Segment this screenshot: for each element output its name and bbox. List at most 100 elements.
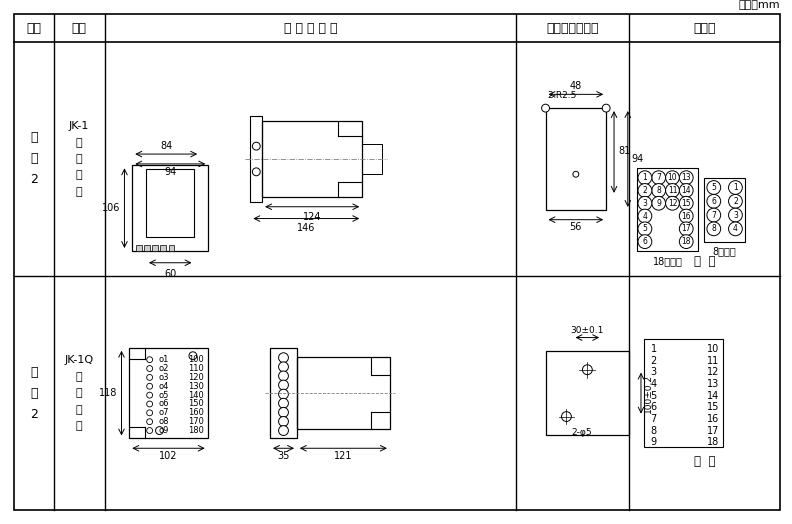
Text: 8: 8 xyxy=(651,425,657,435)
Text: 81: 81 xyxy=(618,146,630,157)
Text: 6: 6 xyxy=(651,402,657,412)
Bar xyxy=(270,348,297,439)
Text: 5: 5 xyxy=(711,183,716,192)
Text: 118: 118 xyxy=(99,388,117,398)
Text: 2: 2 xyxy=(651,356,657,366)
Circle shape xyxy=(189,352,197,359)
Text: 160: 160 xyxy=(188,408,204,417)
Text: 外 形 尺 寸 图: 外 形 尺 寸 图 xyxy=(284,21,337,35)
Text: 60: 60 xyxy=(164,269,177,279)
Text: 5: 5 xyxy=(651,390,657,401)
Text: 结构: 结构 xyxy=(72,21,86,35)
Text: 端子图: 端子图 xyxy=(693,21,716,35)
Text: 170: 170 xyxy=(188,417,204,426)
Text: 13: 13 xyxy=(706,379,719,389)
Text: 8: 8 xyxy=(657,186,661,195)
Circle shape xyxy=(638,183,652,198)
Bar xyxy=(146,169,195,237)
Circle shape xyxy=(542,104,550,112)
Circle shape xyxy=(638,171,652,184)
Text: 110: 110 xyxy=(188,364,204,373)
Bar xyxy=(546,351,629,435)
Circle shape xyxy=(147,419,153,424)
Bar xyxy=(362,144,382,174)
Circle shape xyxy=(562,412,571,421)
Text: 150: 150 xyxy=(188,399,204,409)
Text: 1: 1 xyxy=(642,173,647,182)
Circle shape xyxy=(680,171,693,184)
Text: 15: 15 xyxy=(706,402,719,412)
Bar xyxy=(262,121,362,197)
Text: 17: 17 xyxy=(681,224,691,233)
Text: 3: 3 xyxy=(733,211,738,220)
Text: 8: 8 xyxy=(711,224,716,233)
Text: 附
图
2: 附 图 2 xyxy=(30,132,38,187)
Circle shape xyxy=(680,209,693,223)
Text: 48: 48 xyxy=(569,81,582,91)
Bar xyxy=(129,348,208,439)
Circle shape xyxy=(147,366,153,372)
Text: 5: 5 xyxy=(642,224,647,233)
Bar xyxy=(644,339,722,447)
Text: 7: 7 xyxy=(651,414,657,424)
Text: 12: 12 xyxy=(668,199,677,208)
Text: 11: 11 xyxy=(668,186,677,195)
Text: 背  视: 背 视 xyxy=(694,255,715,268)
Circle shape xyxy=(638,235,652,248)
Bar xyxy=(169,245,174,251)
Text: 9: 9 xyxy=(651,438,657,447)
Text: 6: 6 xyxy=(642,237,647,246)
Circle shape xyxy=(652,196,665,210)
Text: 8点端子: 8点端子 xyxy=(713,247,737,257)
Text: 2-R2.5: 2-R2.5 xyxy=(547,91,577,100)
Circle shape xyxy=(707,222,721,236)
Text: 13: 13 xyxy=(681,173,691,182)
Circle shape xyxy=(707,181,721,194)
Text: 140: 140 xyxy=(188,390,204,400)
Text: o3: o3 xyxy=(158,373,169,382)
Text: 84: 84 xyxy=(160,141,173,151)
Circle shape xyxy=(680,196,693,210)
Bar xyxy=(637,168,698,252)
Text: 94: 94 xyxy=(164,167,177,177)
Circle shape xyxy=(279,408,288,417)
Circle shape xyxy=(279,353,288,363)
Text: 6: 6 xyxy=(711,197,716,206)
Text: 35: 35 xyxy=(277,451,290,461)
Circle shape xyxy=(279,398,288,408)
Text: 18: 18 xyxy=(706,438,719,447)
Text: 121: 121 xyxy=(334,451,352,461)
Circle shape xyxy=(279,362,288,372)
Circle shape xyxy=(729,181,742,194)
Text: 12: 12 xyxy=(706,367,719,377)
Text: 11: 11 xyxy=(706,356,719,366)
Bar xyxy=(132,166,208,251)
Text: 10: 10 xyxy=(706,344,719,354)
Circle shape xyxy=(665,183,680,198)
Text: 15: 15 xyxy=(681,199,691,208)
Text: 单位：mm: 单位：mm xyxy=(738,1,779,10)
Text: 7: 7 xyxy=(711,211,716,220)
Text: 4: 4 xyxy=(733,224,738,233)
Text: 4: 4 xyxy=(642,212,647,221)
Circle shape xyxy=(707,194,721,208)
Circle shape xyxy=(680,235,693,248)
Text: 1: 1 xyxy=(651,344,657,354)
Text: JK-1Q
板
前
接
线: JK-1Q 板 前 接 线 xyxy=(65,355,93,431)
Text: 124: 124 xyxy=(303,212,322,222)
Circle shape xyxy=(279,380,288,390)
Bar xyxy=(144,245,150,251)
Text: 14: 14 xyxy=(706,390,719,401)
Circle shape xyxy=(155,427,163,434)
Circle shape xyxy=(707,208,721,222)
Text: 180: 180 xyxy=(188,426,204,435)
Circle shape xyxy=(147,392,153,398)
Circle shape xyxy=(638,209,652,223)
Circle shape xyxy=(147,375,153,380)
Text: JK-1
板
后
接
线: JK-1 板 后 接 线 xyxy=(69,121,89,197)
Text: 正  视: 正 视 xyxy=(694,455,715,468)
Text: o5: o5 xyxy=(158,390,169,400)
Text: 30±0.1: 30±0.1 xyxy=(571,325,604,335)
Text: 14: 14 xyxy=(681,186,691,195)
Text: o9: o9 xyxy=(158,426,169,435)
